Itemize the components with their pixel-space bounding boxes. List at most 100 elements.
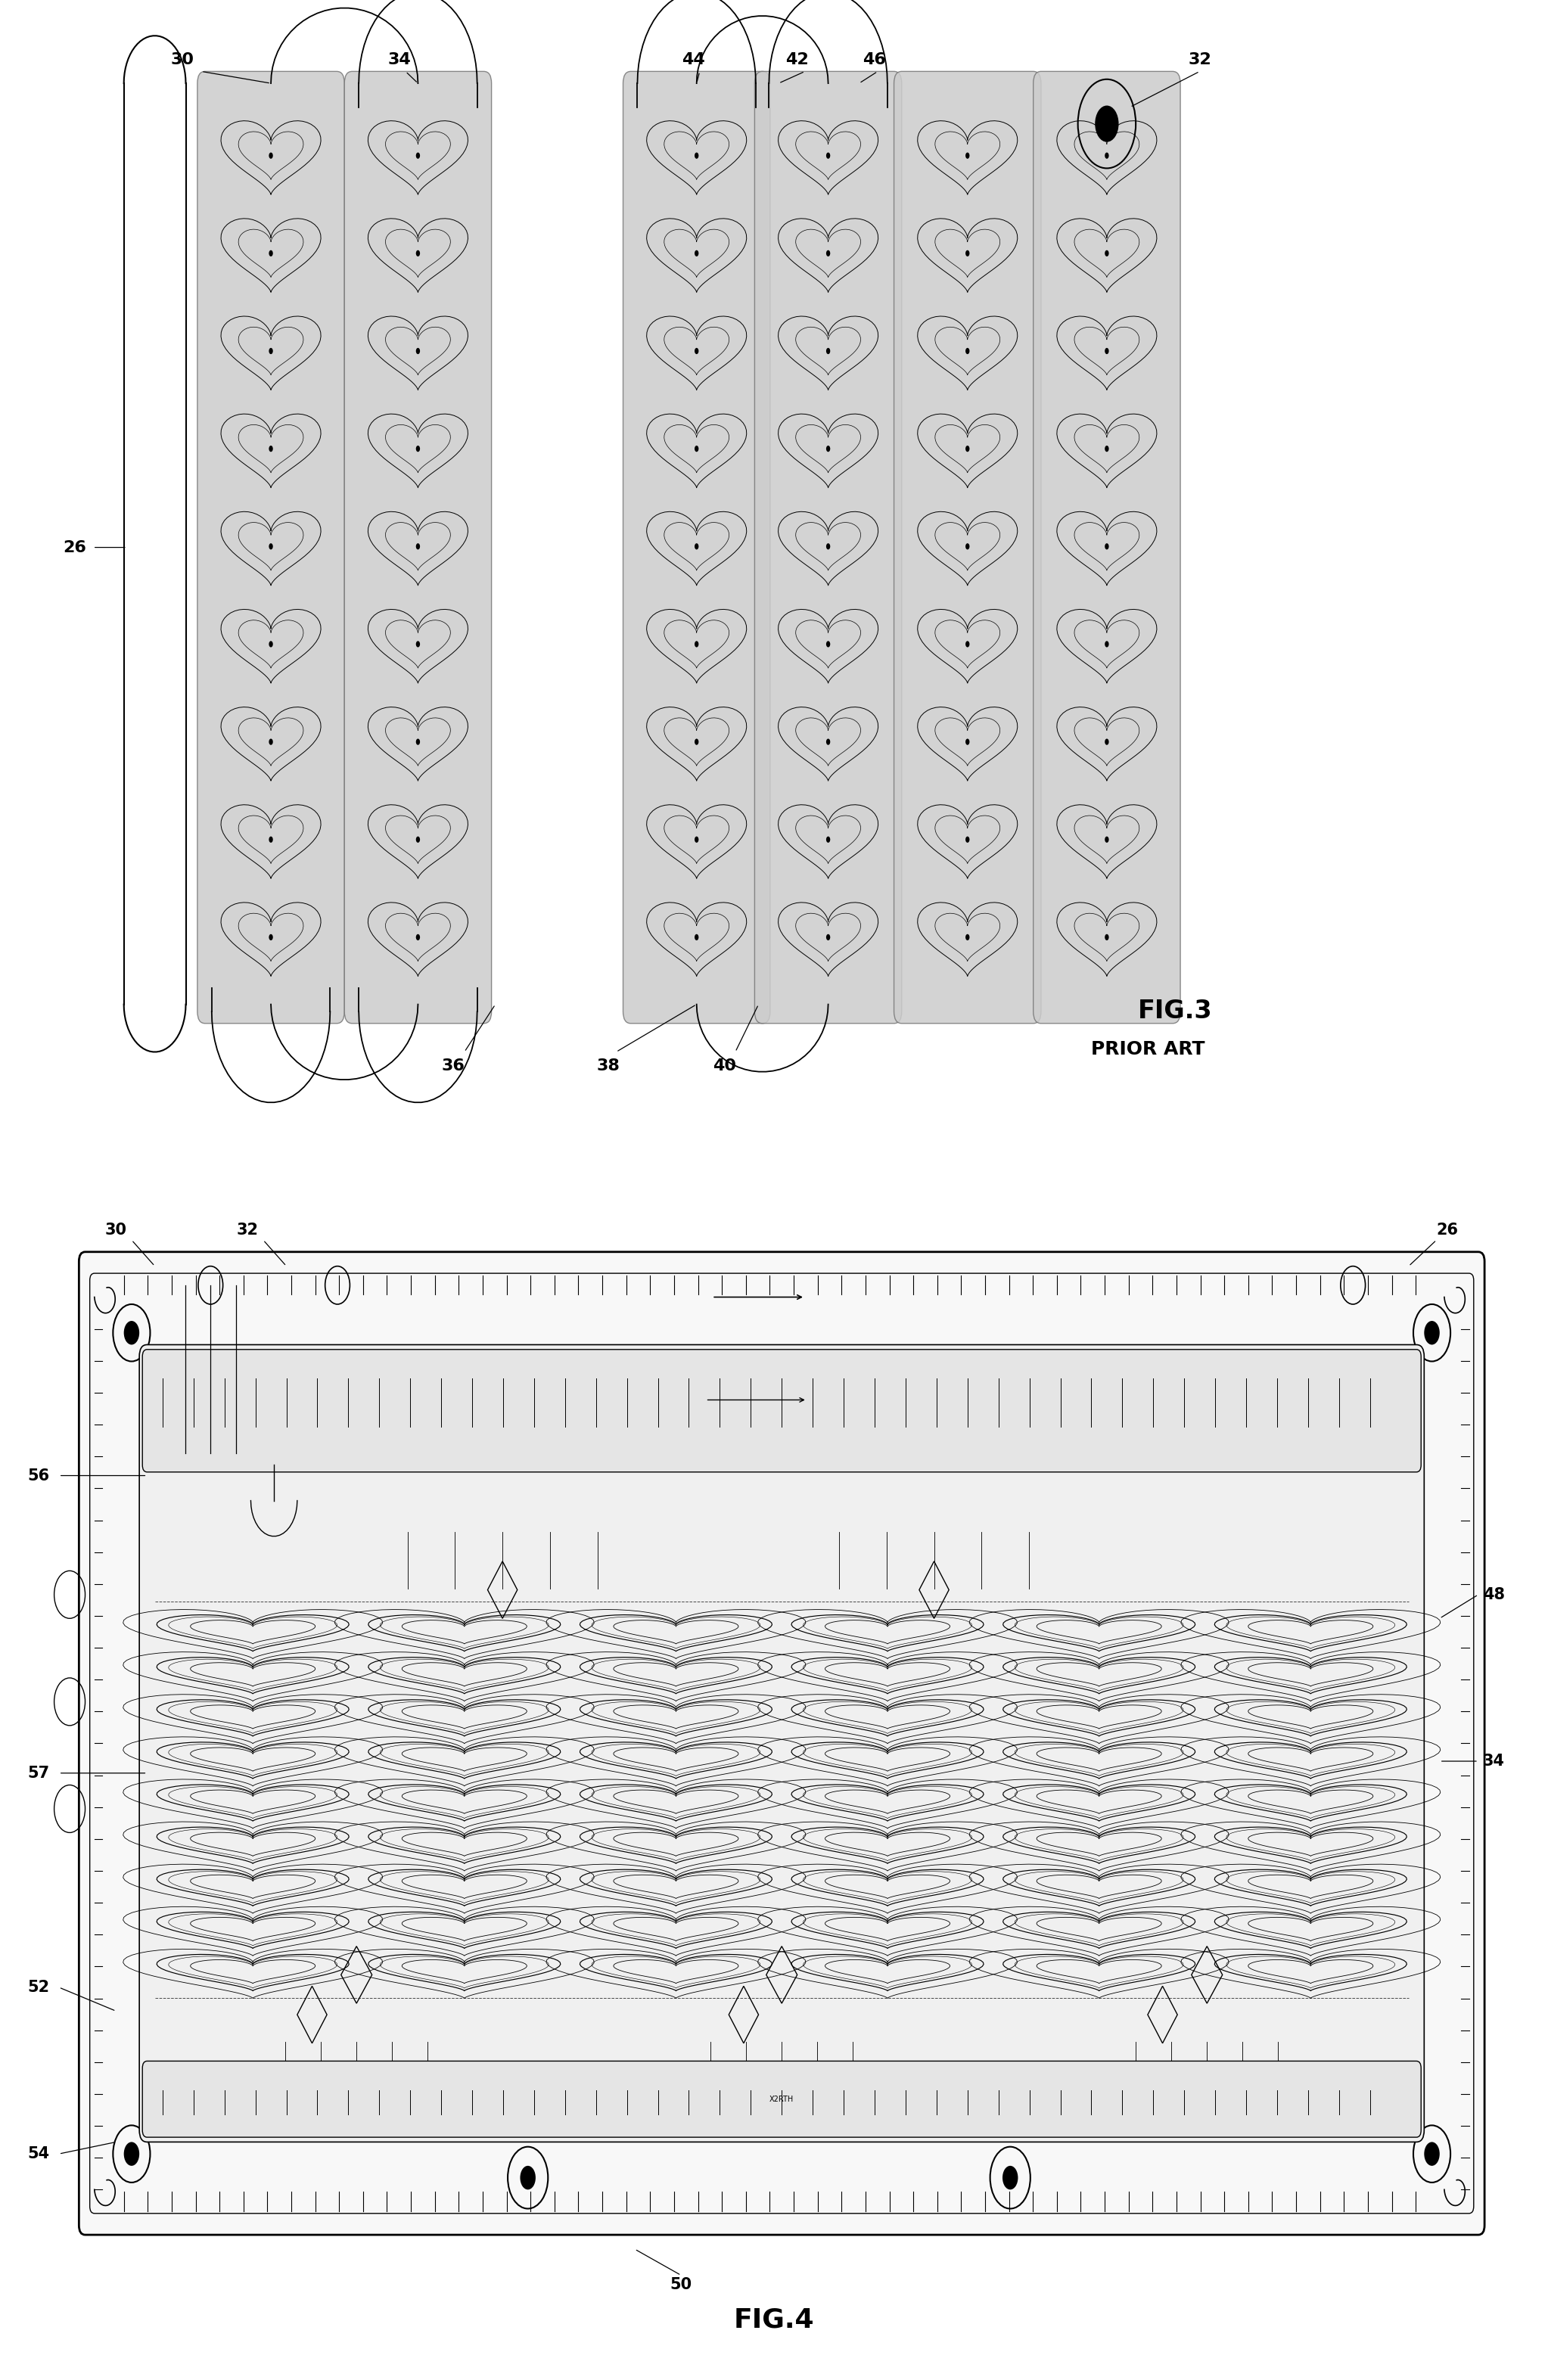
Text: X2RTH: X2RTH [769, 2094, 794, 2104]
Circle shape [1098, 1928, 1101, 1930]
Circle shape [1098, 1630, 1101, 1635]
Circle shape [966, 738, 969, 745]
Circle shape [1098, 1842, 1101, 1847]
Circle shape [252, 1928, 254, 1930]
Circle shape [827, 933, 830, 940]
Circle shape [269, 738, 272, 745]
Circle shape [966, 640, 969, 647]
Text: 32: 32 [237, 1223, 259, 1238]
Circle shape [416, 152, 420, 159]
FancyBboxPatch shape [622, 71, 771, 1023]
Circle shape [463, 1928, 466, 1930]
Text: 48: 48 [1483, 1587, 1505, 1602]
Text: 50: 50 [670, 2278, 692, 2292]
Text: 38: 38 [596, 1059, 621, 1073]
Circle shape [887, 1885, 889, 1887]
Circle shape [675, 1928, 676, 1930]
FancyBboxPatch shape [689, 2044, 875, 2106]
Circle shape [827, 640, 830, 647]
Circle shape [1098, 1799, 1101, 1804]
Circle shape [1310, 1673, 1313, 1678]
Circle shape [885, 1928, 889, 1933]
Circle shape [1310, 1799, 1311, 1804]
Circle shape [827, 445, 830, 452]
Circle shape [1098, 1885, 1101, 1887]
Circle shape [675, 1842, 676, 1847]
Circle shape [269, 835, 272, 843]
Text: PRIOR ART: PRIOR ART [1091, 1040, 1206, 1059]
Circle shape [1105, 933, 1108, 940]
Text: FIG.3: FIG.3 [1138, 1000, 1212, 1023]
Circle shape [252, 1885, 254, 1887]
Circle shape [695, 250, 698, 257]
Circle shape [463, 1799, 466, 1804]
Circle shape [1105, 347, 1108, 355]
Circle shape [252, 1842, 254, 1847]
Circle shape [675, 1759, 676, 1761]
FancyBboxPatch shape [79, 1252, 1485, 2235]
Circle shape [520, 2166, 536, 2190]
FancyBboxPatch shape [1034, 71, 1180, 1023]
Circle shape [1424, 1321, 1440, 1345]
Circle shape [1105, 640, 1108, 647]
Circle shape [416, 640, 420, 647]
Circle shape [885, 1885, 889, 1890]
Circle shape [416, 835, 420, 843]
Circle shape [695, 933, 698, 940]
Circle shape [1098, 1716, 1101, 1721]
Circle shape [416, 738, 420, 745]
Circle shape [1310, 1799, 1313, 1804]
Circle shape [463, 1759, 466, 1761]
FancyBboxPatch shape [789, 1480, 1079, 1604]
Circle shape [416, 445, 420, 452]
Circle shape [463, 1885, 466, 1887]
Circle shape [269, 640, 272, 647]
FancyBboxPatch shape [142, 2061, 1421, 2137]
Circle shape [1105, 250, 1108, 257]
Circle shape [1310, 1885, 1313, 1890]
Circle shape [827, 738, 830, 745]
Text: FIG.4: FIG.4 [734, 2306, 814, 2332]
Circle shape [1098, 1673, 1101, 1676]
Circle shape [1098, 1716, 1101, 1718]
Text: 34: 34 [387, 52, 412, 67]
FancyBboxPatch shape [265, 2044, 449, 2106]
FancyBboxPatch shape [344, 71, 492, 1023]
Circle shape [675, 1799, 676, 1804]
Circle shape [1310, 1630, 1313, 1635]
Circle shape [887, 1842, 889, 1847]
Circle shape [695, 543, 698, 550]
Text: 44: 44 [681, 52, 706, 67]
Circle shape [252, 1673, 254, 1676]
Circle shape [887, 1971, 889, 1973]
Circle shape [252, 1630, 254, 1633]
Circle shape [1310, 1842, 1311, 1847]
Circle shape [1310, 1885, 1311, 1887]
Text: 52: 52 [28, 1980, 50, 1994]
Circle shape [1098, 1885, 1101, 1890]
FancyBboxPatch shape [142, 1349, 1421, 1471]
Circle shape [1105, 543, 1108, 550]
Circle shape [416, 543, 420, 550]
Circle shape [1310, 1759, 1311, 1761]
Circle shape [1098, 1630, 1101, 1633]
Circle shape [416, 250, 420, 257]
Circle shape [675, 1971, 678, 1975]
Circle shape [269, 543, 272, 550]
Circle shape [966, 445, 969, 452]
Circle shape [1310, 1971, 1311, 1973]
Circle shape [827, 250, 830, 257]
FancyBboxPatch shape [139, 1345, 1424, 2142]
Circle shape [966, 543, 969, 550]
Text: 30: 30 [105, 1223, 127, 1238]
Circle shape [966, 152, 969, 159]
Text: 36: 36 [441, 1059, 466, 1073]
Text: 30: 30 [170, 52, 195, 67]
Circle shape [252, 1971, 254, 1973]
Circle shape [1098, 1799, 1101, 1804]
Circle shape [463, 1971, 466, 1973]
Circle shape [887, 1716, 889, 1718]
Circle shape [1098, 1673, 1101, 1678]
FancyBboxPatch shape [358, 1480, 647, 1604]
Circle shape [675, 1673, 676, 1676]
